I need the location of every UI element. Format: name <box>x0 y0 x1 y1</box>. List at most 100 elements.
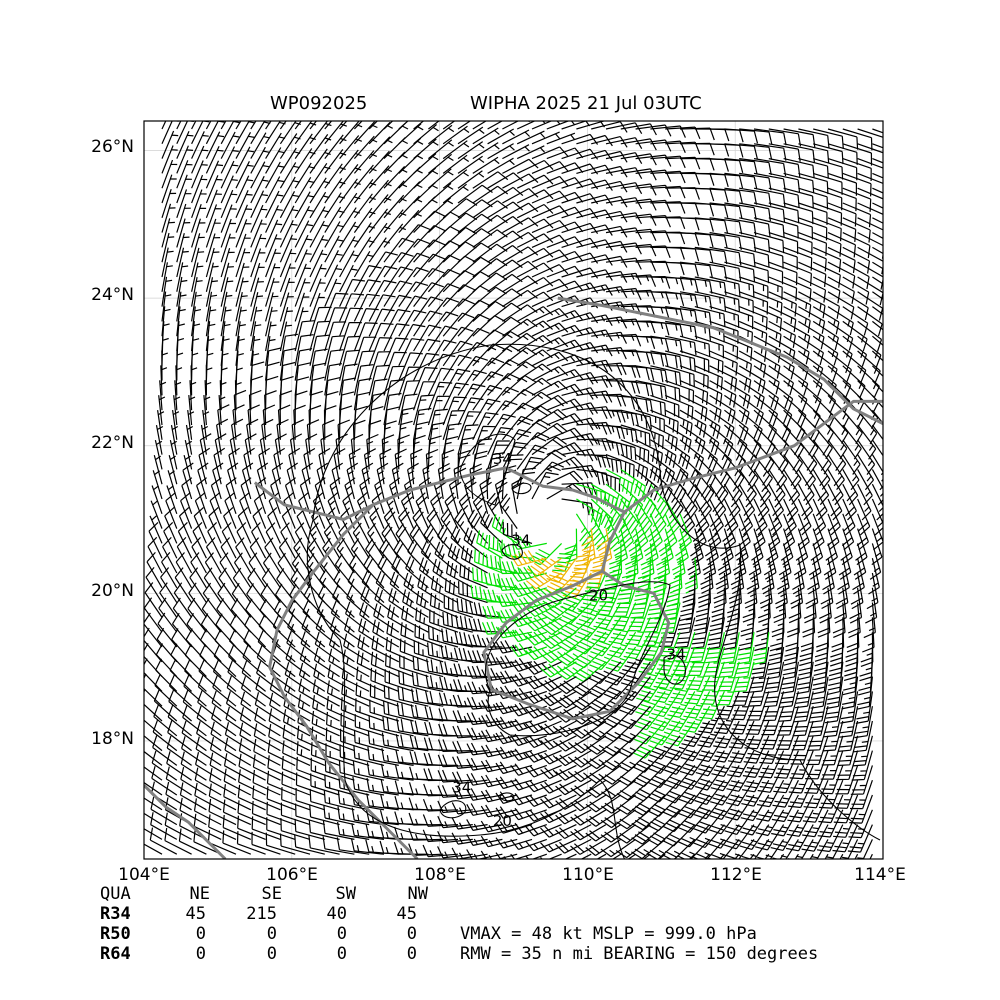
wind-barb <box>269 692 296 722</box>
wind-barb <box>585 838 622 857</box>
wind-barb <box>871 350 883 362</box>
wind-barb <box>510 596 547 613</box>
wind-barb <box>680 735 711 762</box>
wind-barb <box>665 187 700 200</box>
wind-barb <box>839 706 859 738</box>
wind-barb <box>239 722 266 752</box>
wind-barb <box>694 469 715 504</box>
wind-barb <box>153 689 178 722</box>
wind-barb <box>322 820 355 840</box>
wind-barb <box>254 707 281 737</box>
wind-barb <box>279 390 293 426</box>
wind-barb <box>323 805 355 826</box>
wind-barb <box>871 365 883 378</box>
wind-barb <box>798 128 830 149</box>
wind-barb <box>159 582 178 618</box>
wind-barb <box>516 218 554 234</box>
wind-barb <box>309 148 331 174</box>
wind-barb <box>265 147 285 174</box>
wind-barb <box>709 350 738 376</box>
wind-barb <box>525 615 562 632</box>
wind-barb <box>427 339 457 367</box>
wind-barb <box>178 828 207 855</box>
wind-barb <box>806 735 829 766</box>
wind-barb <box>679 483 698 520</box>
wind-barb <box>857 143 883 154</box>
wind-barb <box>586 750 622 770</box>
wind-barb <box>642 617 666 647</box>
wind-barb <box>325 743 355 766</box>
wind-barb <box>454 508 474 544</box>
wind-barb <box>409 766 444 781</box>
wind-barb <box>427 381 453 411</box>
wind-barb <box>279 121 287 130</box>
wind-barb <box>724 350 752 377</box>
wind-barb <box>250 219 267 248</box>
wind-barb <box>329 477 341 514</box>
wind-barb <box>161 232 175 263</box>
wind-barb <box>360 586 385 618</box>
wind-barb <box>763 676 785 708</box>
wind-barb <box>191 131 209 159</box>
wind-barb <box>783 172 815 194</box>
wind-barb <box>631 838 666 859</box>
wind-barb <box>827 454 845 490</box>
wind-barb <box>309 804 340 826</box>
wind-barb <box>413 253 446 278</box>
wind-barb <box>650 365 682 386</box>
coast-line <box>144 784 227 859</box>
wind-barb <box>546 427 584 441</box>
wind-barb <box>235 132 255 159</box>
wind-barb <box>709 202 743 220</box>
wind-barb <box>472 357 505 381</box>
wind-barb <box>650 380 681 402</box>
wind-barb <box>225 691 252 722</box>
wind-barb <box>798 143 830 164</box>
wind-barb <box>798 350 824 381</box>
wind-barb <box>195 736 222 766</box>
wind-barb <box>253 492 267 529</box>
wind-barb <box>730 558 745 595</box>
wind-barb <box>783 187 814 209</box>
wind-barb <box>570 838 607 855</box>
wind-barb <box>444 578 474 604</box>
wind-barb <box>250 121 257 130</box>
wind-barb <box>546 398 584 411</box>
wind-barb <box>284 677 311 707</box>
wind-barb <box>857 454 875 491</box>
wind-barb <box>689 632 711 663</box>
wind-barb <box>438 708 473 722</box>
wind-barb <box>267 507 281 544</box>
cell-se: 0 <box>266 944 277 964</box>
wind-barb <box>665 276 699 293</box>
wind-barb <box>353 336 377 366</box>
wind-barb <box>427 268 461 293</box>
wind-barb <box>739 261 770 284</box>
wind-barb <box>220 350 229 381</box>
wind-barb <box>191 218 206 248</box>
wind-barb <box>570 824 607 841</box>
wind-barb <box>570 809 607 826</box>
wind-barb <box>665 350 696 372</box>
wind-barb <box>313 663 340 692</box>
wind-barb <box>442 340 473 367</box>
wind-barb <box>250 190 268 219</box>
wind-barb <box>324 134 347 159</box>
wind-barb <box>771 794 799 823</box>
wind-barb <box>414 624 444 648</box>
wind-barb <box>812 483 828 521</box>
wind-barb <box>779 676 799 708</box>
wind-barb <box>207 521 222 559</box>
wind-barb <box>457 397 484 426</box>
wind-barb <box>353 236 375 263</box>
wind-barb <box>487 372 520 396</box>
wind-barb <box>235 146 255 174</box>
wind-barb <box>374 477 386 514</box>
wind-barb <box>279 234 297 263</box>
wind-barb <box>576 134 613 147</box>
wind-barb <box>277 404 291 440</box>
wind-barb <box>502 202 539 219</box>
wind-barb <box>161 145 178 174</box>
wind-barb <box>301 615 326 648</box>
wind-barb <box>677 824 711 848</box>
